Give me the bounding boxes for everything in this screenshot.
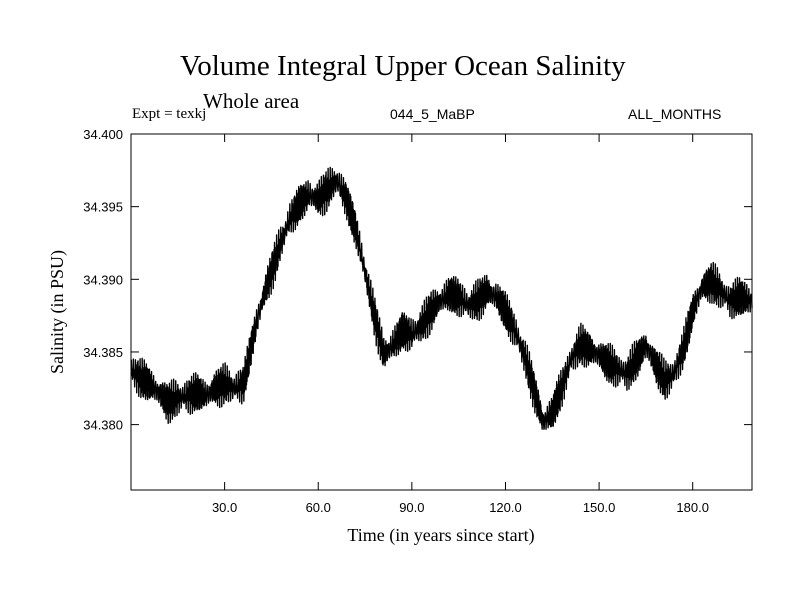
x-tick-label: 30.0 <box>212 500 237 515</box>
x-tick-label: 120.0 <box>489 500 522 515</box>
run-label: 044_5_MaBP <box>390 106 475 122</box>
x-tick-label: 150.0 <box>583 500 616 515</box>
y-tick-label: 34.395 <box>83 200 123 215</box>
x-axis-label: Time (in years since start) <box>347 525 534 546</box>
x-tick-label: 90.0 <box>399 500 424 515</box>
y-tick-label: 34.380 <box>83 418 123 433</box>
x-tick-label: 60.0 <box>306 500 331 515</box>
y-tick-label: 34.400 <box>83 127 123 142</box>
chart-subtitle: Whole area <box>203 89 300 113</box>
plot-frame <box>130 133 753 491</box>
months-label: ALL_MONTHS <box>628 106 722 122</box>
chart-title: Volume Integral Upper Ocean Salinity <box>180 50 626 82</box>
x-tick-label: 180.0 <box>676 500 709 515</box>
series-line <box>130 166 753 430</box>
y-tick-label: 34.390 <box>83 272 123 287</box>
y-tick-label: 34.385 <box>83 345 123 360</box>
experiment-label: Expt = texkj <box>132 106 207 122</box>
y-axis-label: Salinity (in PSU) <box>47 250 68 374</box>
tick-layer: 34.380 34.385 34.390 34.395 34.400 30.0 60.0 90… <box>83 127 752 515</box>
series-layer <box>130 166 753 430</box>
